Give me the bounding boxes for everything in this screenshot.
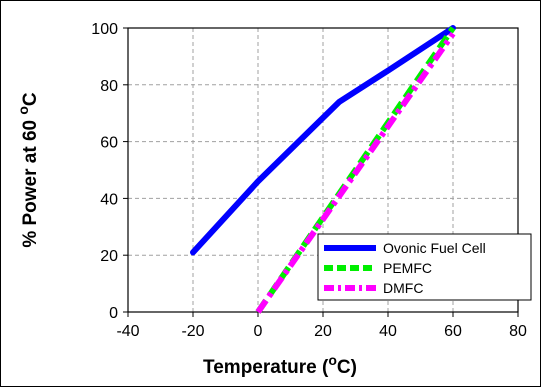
x-tick-label: 80 [509, 323, 527, 340]
series-line-ovonic-fuel-cell [190, 25, 456, 256]
x-tick-label: 0 [254, 323, 263, 340]
x-tick-label: -20 [181, 323, 204, 340]
legend-entries: Ovonic Fuel Cell PEMFC DMFC [324, 240, 486, 296]
y-tick-label: 0 [109, 305, 118, 322]
y-axis-title: % Power at 60 oC [15, 92, 41, 248]
y-tick-label: 40 [100, 191, 118, 208]
x-tick-label: 60 [444, 323, 462, 340]
y-tick-label: 100 [91, 21, 118, 38]
y-tick-label: 80 [100, 78, 118, 95]
legend-label-pemfc: PEMFC [383, 260, 432, 276]
series-line-dmfc [255, 31, 456, 314]
y-axis-title-superscript: o [15, 106, 31, 115]
tick-labels: -40 -20 0 20 40 60 80 0 20 40 60 80 100 [91, 21, 527, 340]
y-tick-label: 20 [100, 248, 118, 265]
x-tick-label: -40 [116, 323, 139, 340]
x-axis-title-main: Temperature ( [203, 357, 329, 378]
x-tick-label: 40 [379, 323, 397, 340]
y-axis-title-main: % Power at 60 [20, 115, 41, 248]
y-tick-label: 60 [100, 135, 118, 152]
series-lines [190, 25, 456, 314]
legend: Ovonic Fuel Cell PEMFC DMFC [317, 233, 532, 301]
legend-label-dmfc: DMFC [383, 280, 423, 296]
y-axis-title-unit: C [20, 92, 41, 106]
x-axis-title-unit: C) [337, 357, 357, 378]
x-axis-title: Temperature (oC) [203, 352, 357, 378]
legend-label-ovonic-fuel-cell: Ovonic Fuel Cell [383, 240, 486, 256]
x-axis-title-superscript: o [328, 352, 337, 368]
x-tick-label: 20 [314, 323, 332, 340]
